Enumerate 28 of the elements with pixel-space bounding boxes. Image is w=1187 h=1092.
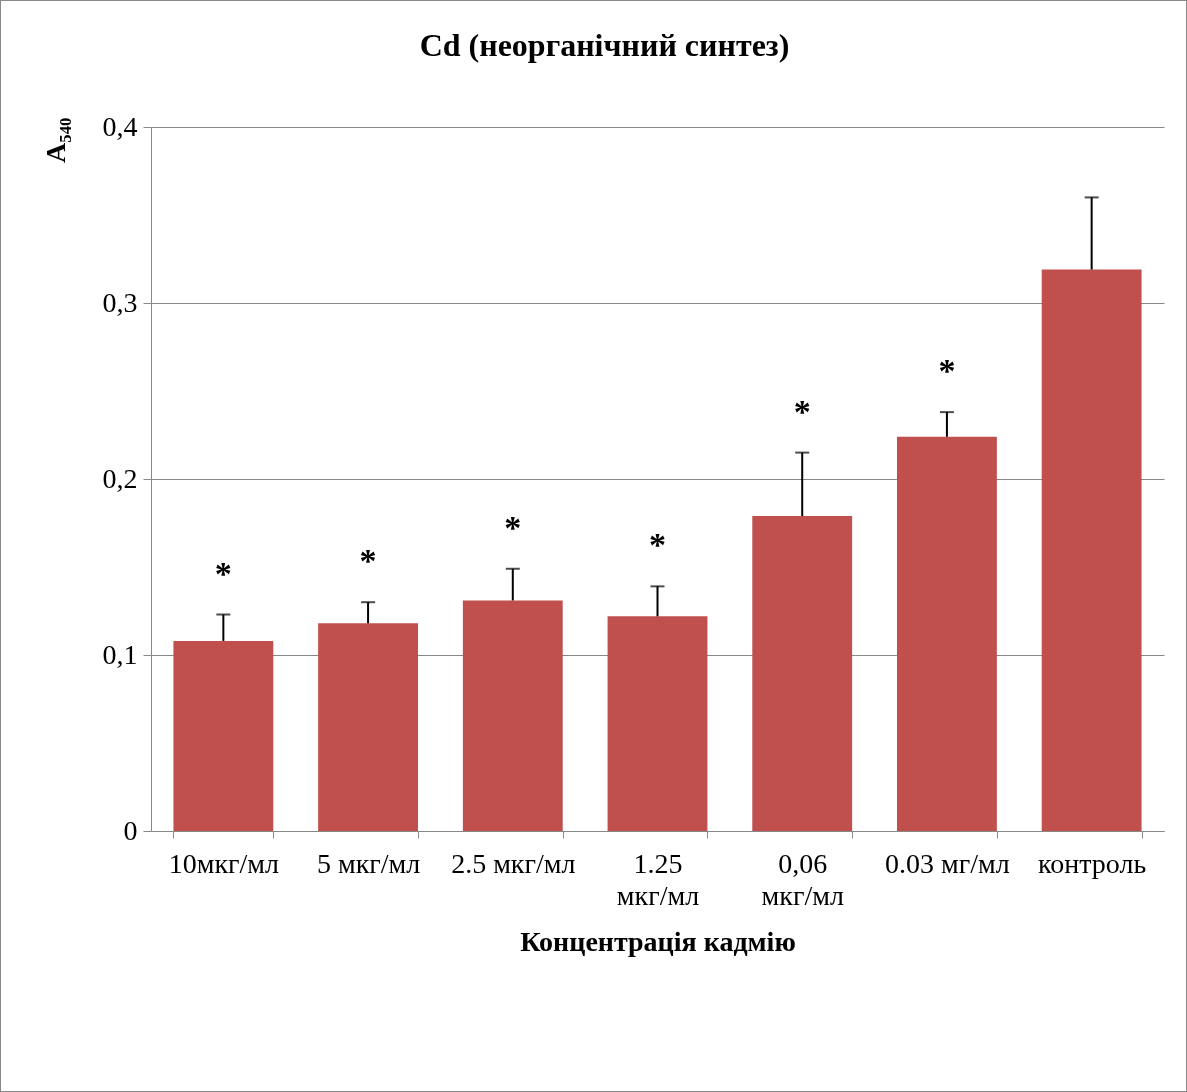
y-tick-label: 0,1 <box>102 638 138 670</box>
y-tick-label: 0,2 <box>102 462 138 494</box>
bar <box>607 616 708 831</box>
x-axis-title: Концентрація кадмію <box>520 925 796 957</box>
bar <box>1041 269 1142 831</box>
chart-title: Cd (неорганічний синтез) <box>419 27 790 63</box>
annotation: * <box>359 542 377 580</box>
x-tick-label: 5 мкг/мл <box>316 847 421 879</box>
x-tick-label: 10мкг/мл <box>168 847 280 879</box>
x-tick-label: 2.5 мкг/мл <box>451 847 576 879</box>
bar <box>897 436 997 831</box>
annotation: * <box>214 554 232 592</box>
annotation: * <box>504 508 522 546</box>
annotation: * <box>649 526 666 564</box>
x-tick-label: контроль <box>1038 847 1147 879</box>
bar <box>318 623 418 831</box>
annotation: * <box>793 392 811 430</box>
bar <box>752 515 853 831</box>
x-tick-label: 0.03 мг/мл <box>885 847 1010 879</box>
y-tick-label: 0 <box>123 814 138 846</box>
x-tick-label: 1.25 мкг/мл <box>616 847 700 911</box>
x-tick-label: 0,06 мкг/мл <box>761 847 844 911</box>
y-tick-label: 0,4 <box>102 110 138 142</box>
bar <box>462 600 563 831</box>
annotation: * <box>938 352 956 390</box>
bar <box>173 640 274 831</box>
y-tick-label: 0,3 <box>102 286 138 318</box>
y-axis-title: A₅₄₀ <box>39 117 71 163</box>
